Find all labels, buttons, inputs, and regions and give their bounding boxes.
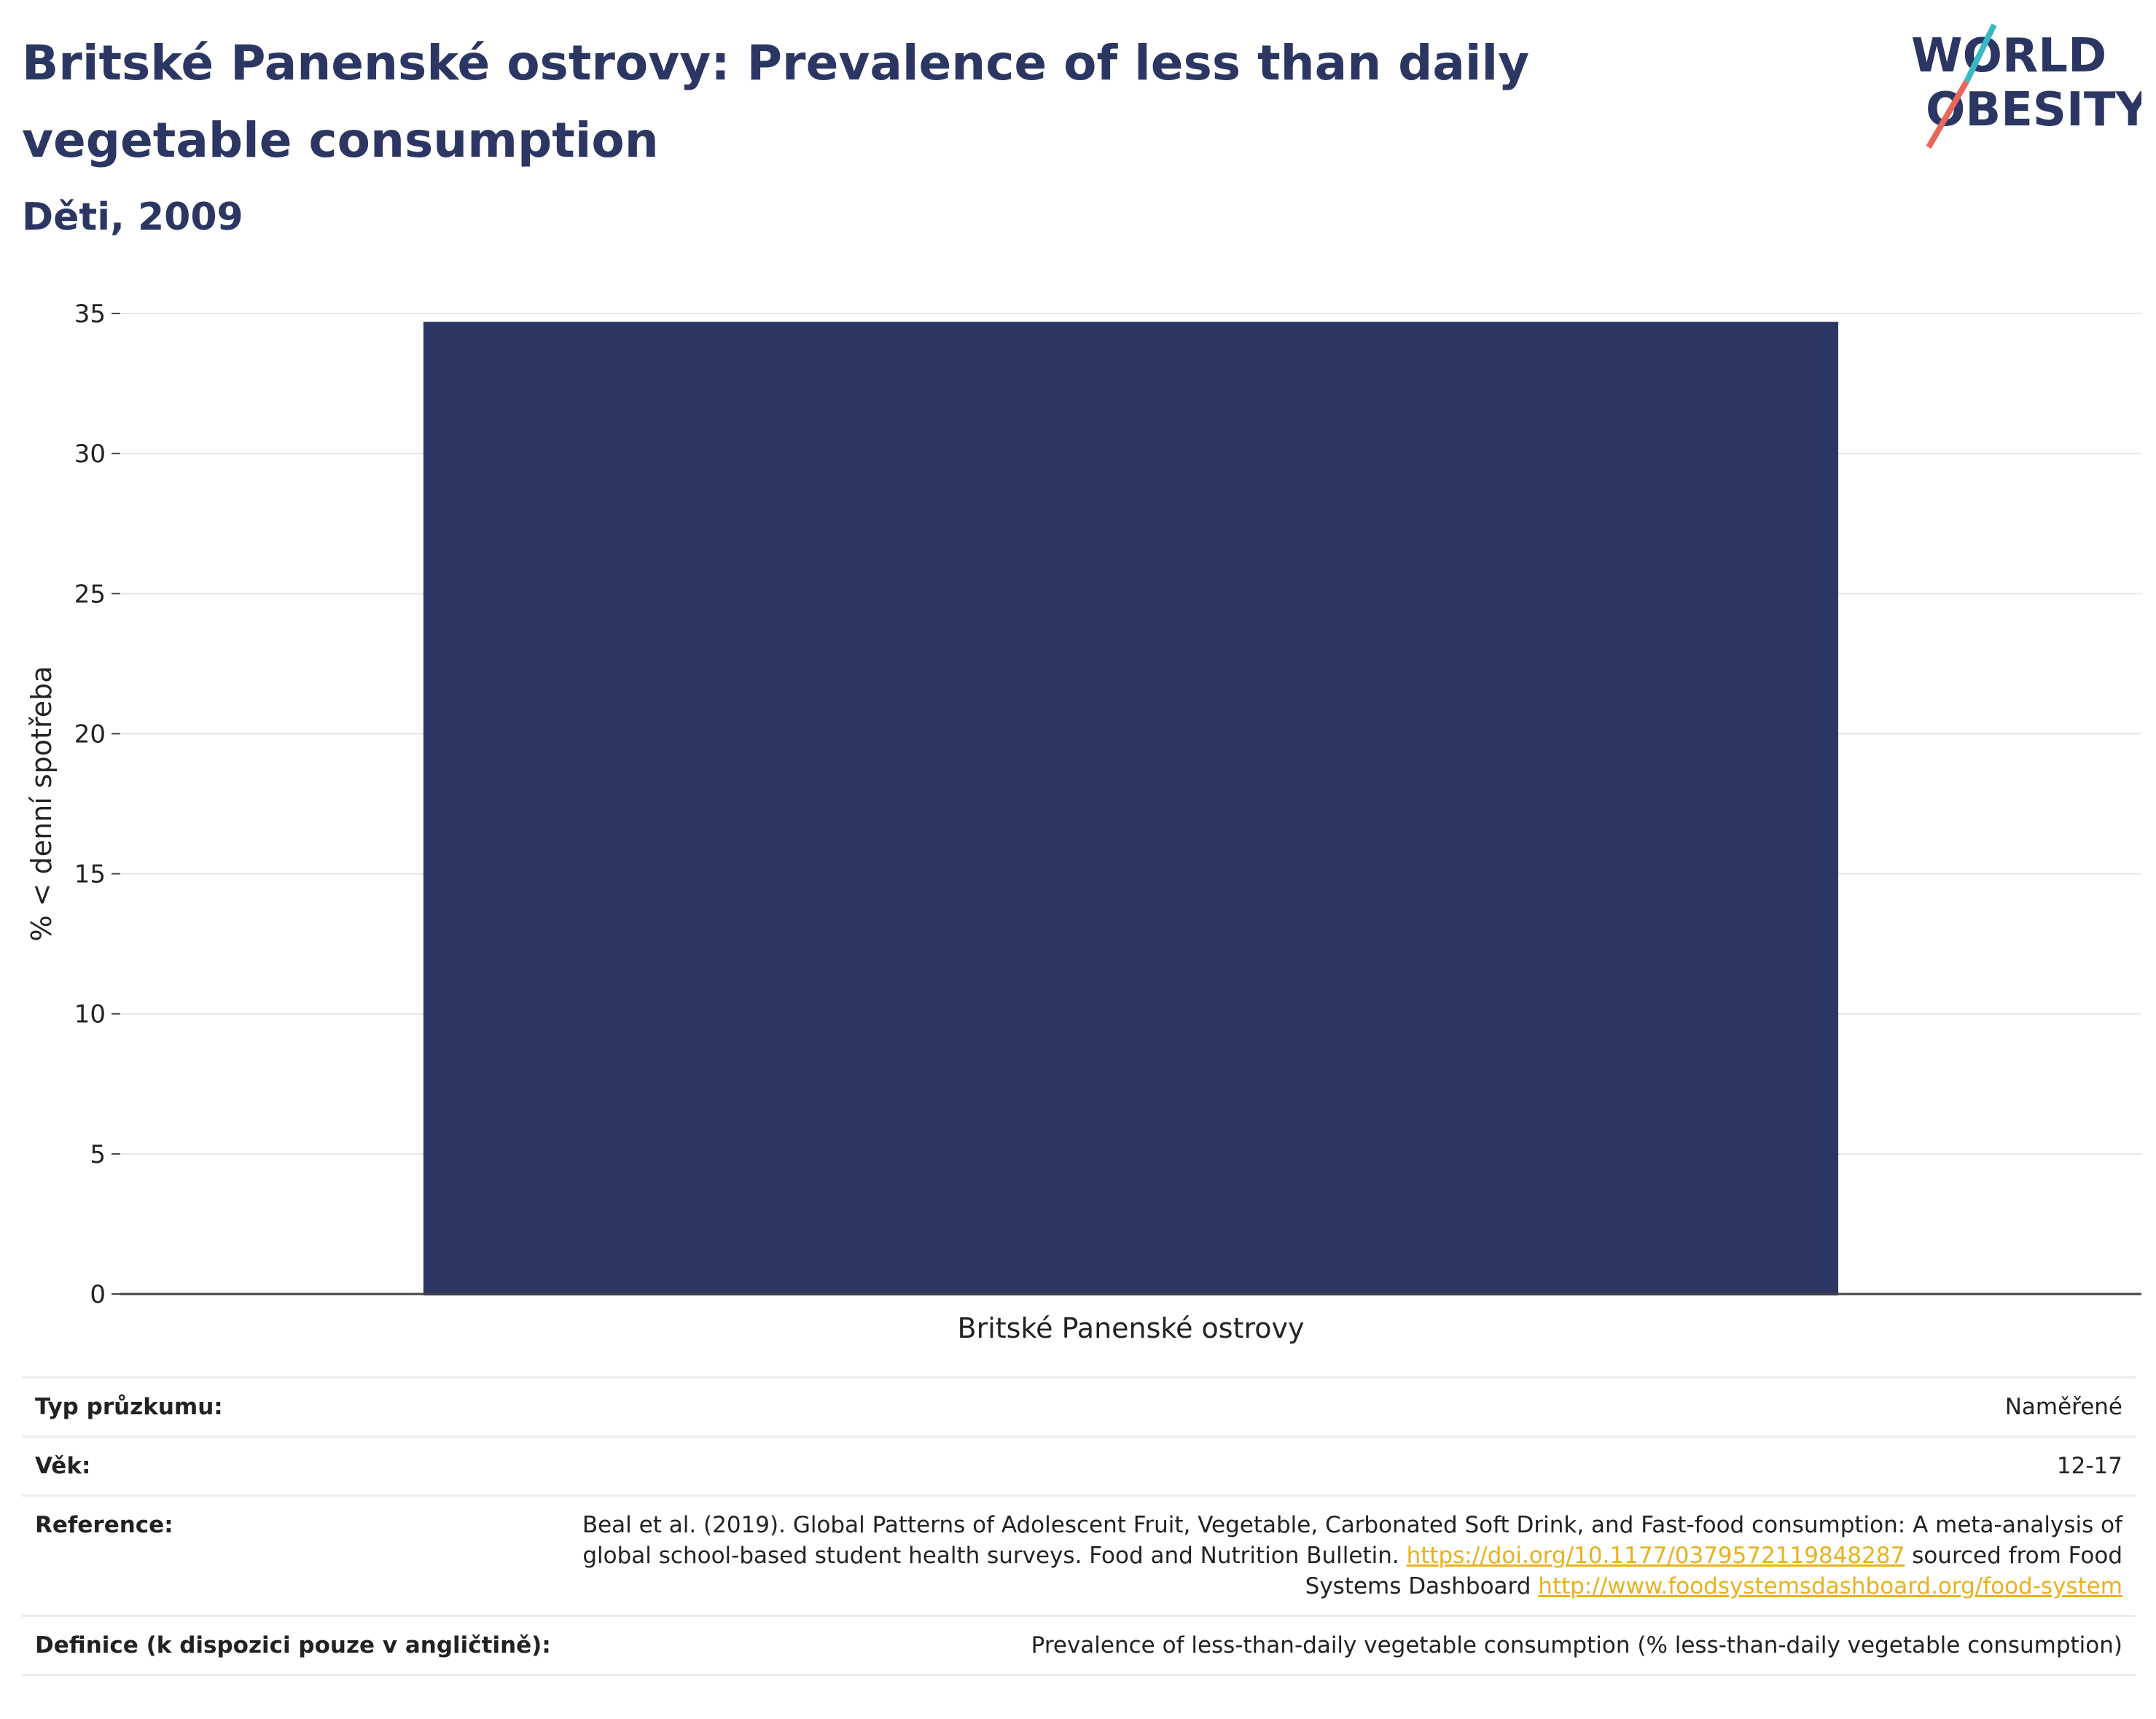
logo-coral-stroke <box>1926 79 1969 149</box>
definition-row: Definice (k dispozici pouze v angličtině… <box>22 1615 2136 1676</box>
age-value: 12-17 <box>2056 1453 2122 1479</box>
age-label: Věk: <box>35 1453 91 1479</box>
y-axis-ticks: 0 5 10 15 20 25 30 35 <box>74 300 120 1309</box>
y-tick-label: 20 <box>74 720 106 749</box>
world-obesity-logo: WORLD OBESITY <box>1911 23 2141 149</box>
chart-subtitle: Děti, 2009 <box>22 195 243 239</box>
logo-word-world: WORLD <box>1911 29 2106 83</box>
y-tick-label: 15 <box>74 860 106 889</box>
y-tick-label: 10 <box>74 1000 106 1029</box>
reference-row: Reference: Beal et al. (2019). Global Pa… <box>22 1494 2136 1615</box>
reference-value: Beal et al. (2019). Global Patterns of A… <box>534 1510 2122 1602</box>
food-systems-link[interactable]: http://www.foodsystemsdashboard.org/food… <box>1538 1573 2122 1599</box>
survey-type-value: Naměřené <box>2004 1394 2122 1420</box>
y-tick-label: 25 <box>74 580 106 609</box>
definition-value: Prevalence of less-than-daily vegetable … <box>1031 1632 2122 1658</box>
chart-title: Britské Panenské ostrovy: Prevalence of … <box>22 35 1530 168</box>
doi-link[interactable]: https://doi.org/10.1177/0379572119848287 <box>1406 1543 1905 1569</box>
logo-teal-stroke <box>1964 23 1997 83</box>
bar <box>423 321 1839 1295</box>
info-table: Typ průzkumu: Naměřené Věk: 12-17 Refere… <box>22 1376 2136 1676</box>
y-tick-label: 5 <box>90 1140 106 1169</box>
reference-label: Reference: <box>35 1512 173 1538</box>
y-tick-label: 0 <box>90 1280 106 1309</box>
definition-label: Definice (k dispozici pouze v angličtině… <box>35 1632 551 1658</box>
reference-source-text: sourced from Food Systems Dashboard <box>1305 1543 2122 1599</box>
y-tick-label: 35 <box>74 300 106 329</box>
x-tick-label: Britské Panenské ostrovy <box>958 1312 1305 1344</box>
y-tick-label: 30 <box>74 440 106 469</box>
age-row: Věk: 12-17 <box>22 1435 2136 1494</box>
reference-text: Beal et al. (2019). Global Patterns of A… <box>582 1512 2122 1569</box>
survey-type-row: Typ průzkumu: Naměřené <box>22 1376 2136 1435</box>
survey-type-label: Typ průzkumu: <box>35 1394 223 1420</box>
bars <box>423 321 1839 1295</box>
y-axis-title: % < denní spotřeba <box>26 666 58 941</box>
x-axis-ticks: Britské Panenské ostrovy <box>958 1312 1305 1344</box>
